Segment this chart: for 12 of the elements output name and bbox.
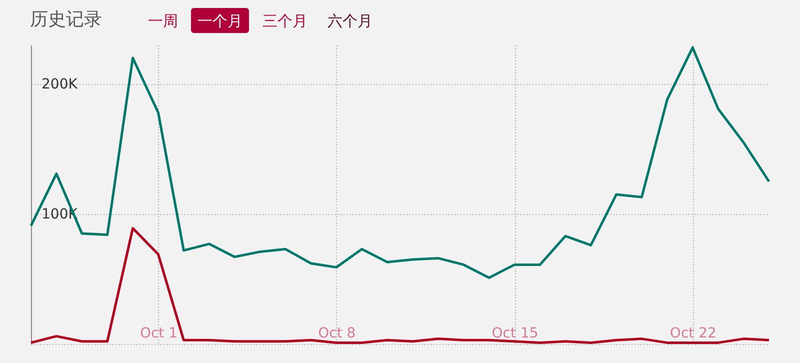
text: 三个月: [262, 12, 308, 30]
x-tick-label: Oct 8: [318, 326, 356, 342]
line-series: [30, 46, 770, 279]
text: 六个月: [328, 12, 372, 30]
y-tick-label: 200K: [42, 76, 78, 92]
chart-title: 历史记录: [30, 9, 102, 30]
x-tick-label: Oct 15: [492, 326, 538, 342]
x-tick-label: Oct 1: [140, 326, 178, 342]
text: 一周: [148, 12, 178, 30]
text: 一个月: [198, 12, 242, 30]
x-tick-label: Oct 22: [670, 326, 716, 342]
line-series: [30, 227, 770, 344]
